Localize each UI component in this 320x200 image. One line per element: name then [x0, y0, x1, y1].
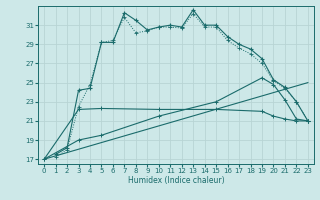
X-axis label: Humidex (Indice chaleur): Humidex (Indice chaleur) — [128, 176, 224, 185]
